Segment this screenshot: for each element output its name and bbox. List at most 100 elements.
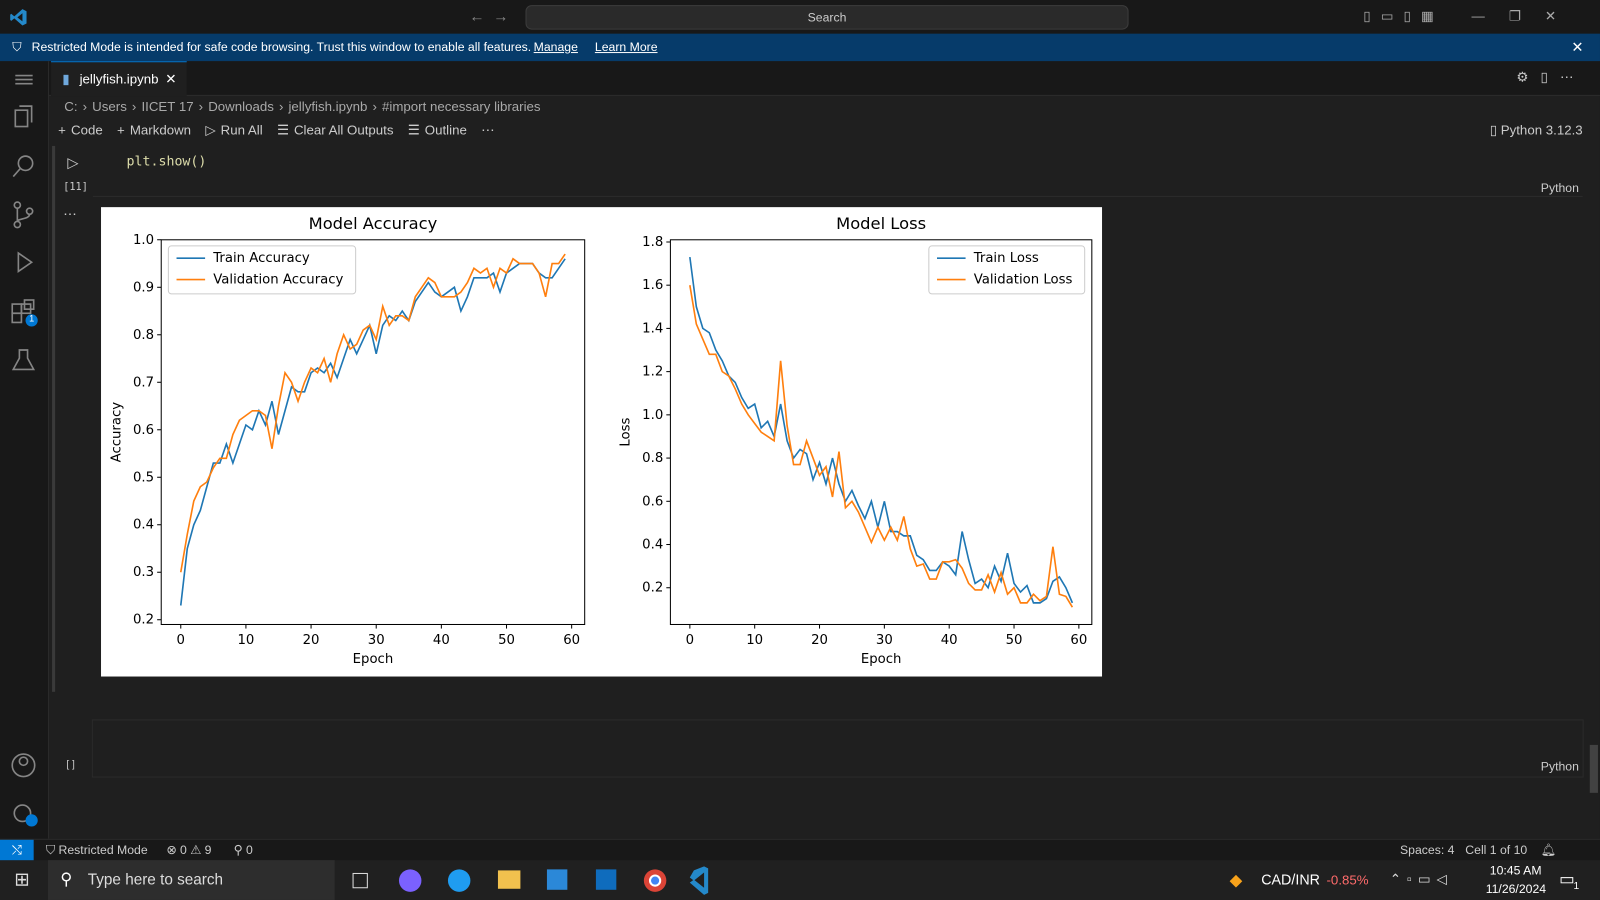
editor-actions[interactable]: ⚙▯⋯ <box>1516 69 1586 85</box>
ticker-name[interactable]: CAD/INR <box>1261 871 1320 888</box>
toolbar-button[interactable]: + Markdown <box>117 122 191 137</box>
search-label: Search <box>807 10 847 25</box>
notifications-bell[interactable]: 🔔︎ <box>1540 842 1557 858</box>
x-tick-label: 40 <box>941 633 958 648</box>
command-search[interactable]: Search <box>525 5 1129 30</box>
cell-divider <box>92 195 1583 197</box>
empty-execution-count: [ ] <box>66 759 75 771</box>
axes-frame <box>669 239 1093 625</box>
y-tick-label: 0.6 <box>133 423 154 438</box>
y-tick-label: 0.3 <box>133 565 154 580</box>
toolbar-label: Clear All Outputs <box>293 122 394 138</box>
tray-icons[interactable]: ⌃▫▭◁ <box>1389 871 1453 887</box>
y-tick-label: 1.4 <box>642 321 663 336</box>
notebook-toolbar: + Code + Markdown ▷ Run All ☰ Clear All Outputs… <box>58 122 494 138</box>
y-tick-label: 1.8 <box>642 235 663 250</box>
breadcrumb[interactable]: jellyfish.ipynb <box>288 98 368 115</box>
toolbar-button[interactable]: ☰ Clear All Outputs <box>277 122 394 137</box>
y-tick-label: 0.2 <box>642 581 663 596</box>
y-tick-label: 1.2 <box>642 365 663 380</box>
empty-cell[interactable] <box>91 719 1584 778</box>
breadcrumb-separator: › <box>372 98 377 115</box>
kernel-label: Python 3.12.3 <box>1500 122 1583 138</box>
clock-date[interactable]: 11/26/2024 <box>1485 881 1547 896</box>
ticker-change: -0.85% <box>1326 872 1369 888</box>
activity-icons <box>11 74 38 827</box>
scrollbar[interactable] <box>1589 744 1598 793</box>
run-cell[interactable]: ▷ <box>67 154 79 171</box>
banner-message: Restricted Mode is intended for safe cod… <box>31 39 532 55</box>
cell-indicator[interactable]: Cell 1 of 10 <box>1465 842 1528 858</box>
y-axis-label: Accuracy <box>109 402 124 463</box>
x-tick-label: 0 <box>686 633 694 648</box>
y-tick-label: 1.6 <box>642 278 663 293</box>
x-axis-label: Epoch <box>353 652 394 667</box>
chart-title: Model Loss <box>836 214 926 233</box>
kernel-picker[interactable]: ▯ Python 3.12.3 <box>1489 122 1583 138</box>
breadcrumb[interactable]: IICET 17 <box>141 98 194 115</box>
vscode-logo <box>10 9 27 26</box>
x-tick-label: 20 <box>811 633 828 648</box>
toolbar-label: Outline <box>424 122 467 138</box>
x-tick-label: 60 <box>1070 633 1087 648</box>
y-tick-label: 0.4 <box>642 538 663 553</box>
notification-center[interactable]: ▭ <box>1559 871 1575 889</box>
close-tab[interactable]: ✕ <box>165 71 177 87</box>
taskbar-search[interactable]: ⚲ Type here to search <box>47 860 335 900</box>
close-banner[interactable]: ✕ <box>1571 38 1584 56</box>
manage-link[interactable]: Manage <box>533 39 578 55</box>
empty-cell-language[interactable]: Python <box>1540 759 1579 774</box>
breadcrumb[interactable]: C: <box>64 98 78 115</box>
toolbar-icon: ☰ <box>407 122 420 138</box>
tab-label: jellyfish.ipynb <box>79 71 159 87</box>
ticker-icon: ◆ <box>1229 872 1243 890</box>
toolbar-button[interactable]: ▷ Run All <box>205 122 262 137</box>
pinned-apps[interactable] <box>347 864 735 897</box>
toolbar-button[interactable]: ☰ Outline <box>408 122 467 137</box>
x-tick-label: 10 <box>746 633 763 648</box>
chart-title: Model Accuracy <box>309 214 438 233</box>
restricted-mode[interactable]: ⛉ Restricted Mode <box>45 842 148 858</box>
axes-frame <box>160 239 586 625</box>
y-axis-label: Loss <box>619 418 634 447</box>
problems[interactable]: ⊗ 0 ⚠ 9 <box>166 842 212 858</box>
x-tick-label: 0 <box>177 633 185 648</box>
x-tick-label: 30 <box>368 633 385 648</box>
indentation[interactable]: Spaces: 4 <box>1399 842 1455 858</box>
breadcrumb[interactable]: #import necessary libraries <box>382 98 541 115</box>
learn-more-link[interactable]: Learn More <box>594 39 658 55</box>
cell-code: plt.show() <box>126 154 207 170</box>
y-tick-label: 0.6 <box>642 494 663 509</box>
shield-icon: ⛉ <box>12 39 22 55</box>
toolbar-icon: + <box>58 122 66 138</box>
breadcrumb-separator: › <box>131 98 137 115</box>
search-icon: ⚲ <box>60 871 73 889</box>
nav-arrows[interactable]: ← → <box>469 8 509 26</box>
tab[interactable]: ▮ jellyfish.ipynb ✕ <box>51 61 187 97</box>
taskbar-search-label: Type here to search <box>87 871 224 889</box>
breadcrumb[interactable]: Users <box>92 98 127 115</box>
x-tick-label: 30 <box>876 633 893 648</box>
y-tick-label: 0.2 <box>133 613 154 628</box>
x-tick-label: 50 <box>498 633 515 648</box>
ports[interactable]: ⚲ 0 <box>233 842 253 858</box>
window-controls[interactable]: ▯▭▯▦ — ❐ ✕ <box>1363 8 1567 24</box>
remote-indicator[interactable]: ⤭ <box>0 839 34 862</box>
start-button[interactable]: ⊞ <box>14 869 30 890</box>
x-tick-label: 10 <box>237 633 254 648</box>
taskbar: ⊞ ⚲ Type here to search ◆ CAD/INR -0.85%… <box>0 860 1600 900</box>
toolbar-button[interactable]: + Code <box>58 122 103 137</box>
breadcrumb[interactable]: Downloads <box>208 98 274 115</box>
y-tick-label: 0.8 <box>642 451 663 466</box>
ports-count: 0 <box>246 842 253 858</box>
clock-time[interactable]: 10:45 AM <box>1489 863 1542 878</box>
toolbar-more[interactable]: ⋯ <box>481 122 495 138</box>
breadcrumbs: C: › Users › IICET 17 › Downloads › jellyfish.ip… <box>64 99 540 114</box>
series-line <box>179 258 566 606</box>
notification-count: 1 <box>1573 880 1580 892</box>
output-menu[interactable]: ⋯ <box>63 206 77 222</box>
tab-bar <box>48 61 1600 96</box>
execution-count: [11] <box>63 181 88 193</box>
cell-language[interactable]: Python <box>1540 180 1579 195</box>
